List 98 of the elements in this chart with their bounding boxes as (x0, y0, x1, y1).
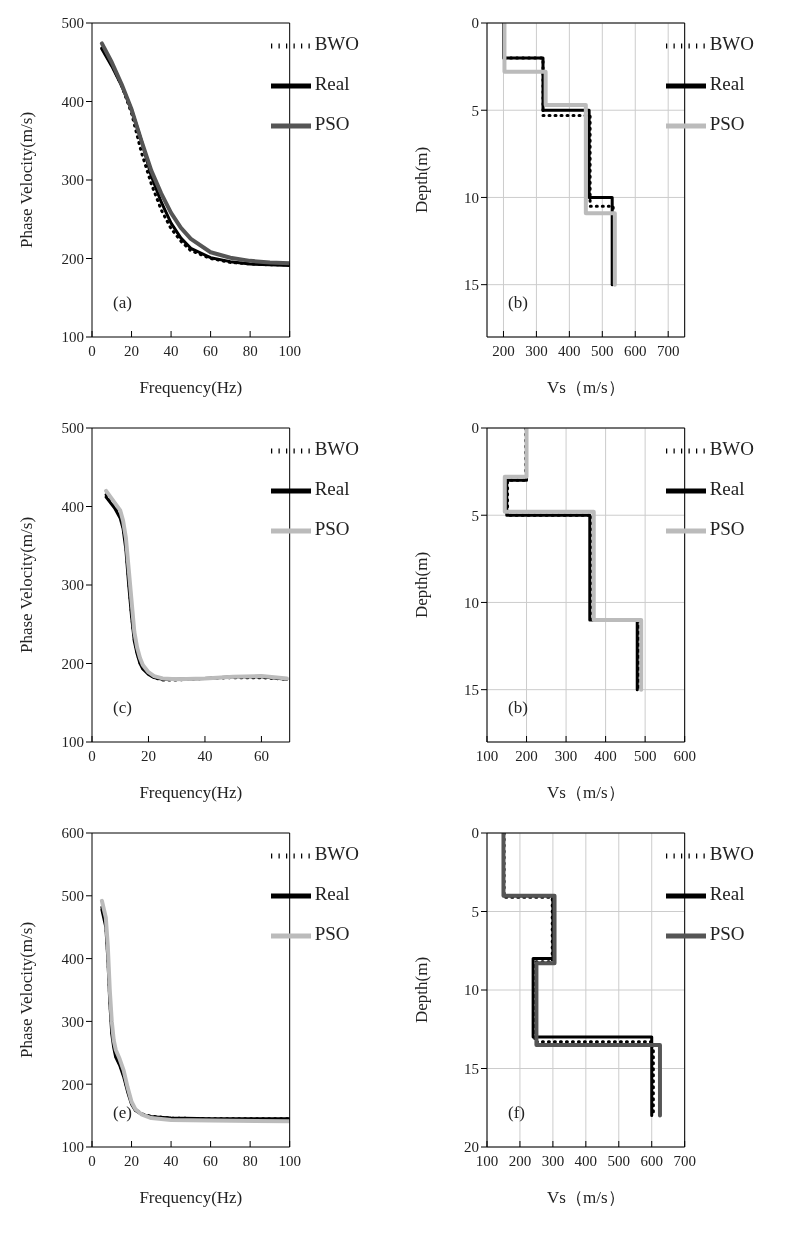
legend-label: BWO (314, 843, 359, 865)
legend-label: PSO (709, 113, 745, 135)
annotation: (b) (508, 293, 528, 313)
x-tick-label: 80 (242, 342, 258, 359)
legend-label: Real (709, 478, 745, 500)
x-tick-label: 700 (656, 342, 680, 359)
x-tick-label: 400 (594, 747, 617, 764)
y-tick-label: 300 (61, 577, 84, 594)
x-tick-label: 60 (203, 1152, 219, 1169)
y-tick-label: 5 (471, 507, 479, 524)
x-tick-label: 40 (163, 342, 179, 359)
y-tick-label: 15 (464, 276, 479, 293)
legend-label: PSO (709, 923, 745, 945)
x-tick-label: 500 (633, 747, 657, 764)
legend-label: PSO (709, 518, 745, 540)
legend-label: BWO (314, 33, 359, 55)
y-tick-label: 10 (464, 189, 479, 206)
y-tick-label: 100 (61, 1139, 84, 1156)
x-tick-label: 500 (607, 1152, 631, 1169)
legend-label: BWO (709, 843, 754, 865)
y-tick-label: 100 (61, 329, 84, 346)
y-tick-label: 500 (61, 888, 84, 905)
x-tick-label: 0 (88, 342, 96, 359)
legend-label: Real (314, 883, 350, 905)
x-tick-label: 20 (140, 747, 156, 764)
x-tick-label: 200 (508, 1152, 532, 1169)
x-tick-label: 400 (574, 1152, 598, 1169)
annotation: (e) (113, 1103, 132, 1123)
y-tick-label: 100 (61, 734, 84, 751)
legend-label: Real (709, 73, 745, 95)
x-tick-label: 600 (640, 1152, 663, 1169)
x-tick-label: 100 (278, 1152, 301, 1169)
y-tick-label: 5 (471, 102, 479, 119)
y-tick-label: 200 (61, 250, 84, 267)
y-tick-label: 15 (464, 1060, 479, 1077)
x-tick-label: 200 (492, 342, 515, 359)
legend-label: PSO (314, 923, 350, 945)
x-axis-title: Frequency(Hz) (139, 378, 243, 397)
x-tick-label: 40 (163, 1152, 179, 1169)
legend-label: BWO (709, 438, 754, 460)
x-axis-title: Frequency(Hz) (139, 783, 243, 802)
x-tick-label: 400 (558, 342, 581, 359)
legend-label: Real (709, 883, 745, 905)
y-tick-label: 200 (61, 1076, 84, 1093)
y-axis-title: Depth(m) (412, 146, 432, 214)
y-tick-label: 400 (61, 950, 84, 967)
x-tick-label: 80 (242, 1152, 258, 1169)
annotation: (c) (113, 698, 132, 718)
y-tick-label: 0 (471, 420, 479, 437)
y-axis-title: Phase Velocity(m/s) (17, 111, 37, 249)
x-tick-label: 600 (624, 342, 647, 359)
y-tick-label: 300 (61, 1013, 84, 1030)
x-tick-label: 200 (515, 747, 538, 764)
y-tick-label: 500 (61, 15, 84, 32)
x-tick-label: 300 (554, 747, 578, 764)
x-axis-title: Vs（m/s） (547, 378, 625, 397)
y-tick-label: 0 (471, 15, 479, 32)
x-tick-label: 500 (591, 342, 614, 359)
legend-label: BWO (709, 33, 754, 55)
x-axis-title: Vs（m/s） (547, 1188, 625, 1207)
y-axis-title: Phase Velocity(m/s) (17, 516, 37, 654)
x-axis-title: Frequency(Hz) (139, 1188, 243, 1207)
y-axis-title: Phase Velocity(m/s) (17, 921, 37, 1059)
x-tick-label: 300 (525, 342, 548, 359)
y-axis-title: Depth(m) (412, 956, 432, 1024)
annotation: (a) (113, 293, 132, 313)
x-tick-label: 60 (203, 342, 219, 359)
y-axis-title: Depth(m) (412, 551, 432, 619)
x-axis-title: Vs（m/s） (547, 783, 625, 802)
y-tick-label: 200 (61, 655, 84, 672)
annotation: (f) (508, 1103, 525, 1123)
y-tick-label: 15 (464, 681, 479, 698)
y-tick-label: 400 (61, 93, 84, 110)
x-tick-label: 0 (88, 1152, 96, 1169)
legend-label: Real (314, 73, 350, 95)
legend-label: PSO (314, 113, 350, 135)
y-tick-label: 10 (464, 982, 479, 999)
y-tick-label: 10 (464, 594, 479, 611)
x-tick-label: 60 (253, 747, 269, 764)
annotation: (b) (508, 698, 528, 718)
x-tick-label: 100 (278, 342, 301, 359)
y-tick-label: 600 (61, 825, 84, 842)
legend-label: PSO (314, 518, 350, 540)
x-tick-label: 600 (673, 747, 696, 764)
y-tick-label: 400 (61, 498, 84, 515)
y-tick-label: 500 (61, 420, 84, 437)
y-tick-label: 20 (464, 1139, 479, 1156)
x-tick-label: 300 (541, 1152, 565, 1169)
y-tick-label: 300 (61, 172, 84, 189)
y-tick-label: 0 (471, 825, 479, 842)
x-tick-label: 40 (197, 747, 213, 764)
legend-label: BWO (314, 438, 359, 460)
x-tick-label: 700 (673, 1152, 696, 1169)
y-tick-label: 5 (471, 903, 479, 920)
x-tick-label: 20 (124, 342, 140, 359)
x-tick-label: 20 (124, 1152, 140, 1169)
x-tick-label: 0 (88, 747, 96, 764)
legend-label: Real (314, 478, 350, 500)
